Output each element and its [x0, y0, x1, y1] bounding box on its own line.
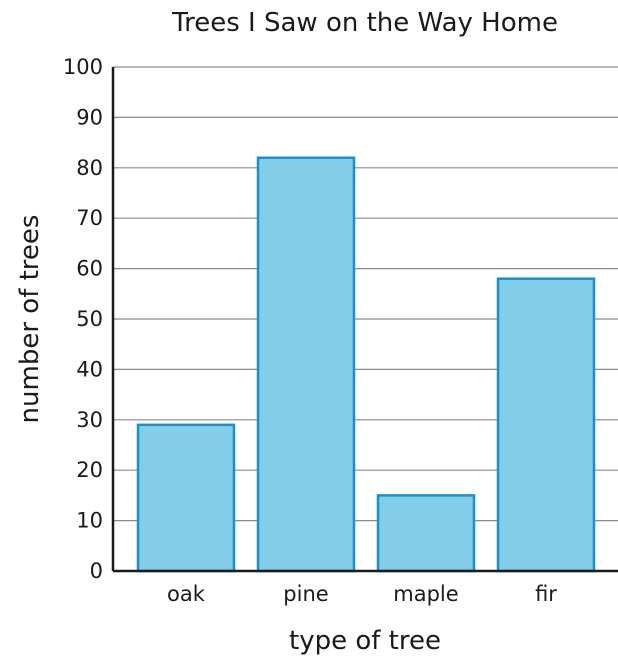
y-tick-label: 0 — [90, 559, 103, 583]
y-axis-label: number of trees — [15, 215, 45, 424]
bar-fir — [496, 277, 596, 573]
x-tick-labels: oak pine maple fir — [167, 582, 557, 606]
y-tick-label: 70 — [76, 206, 103, 230]
bar-oak — [136, 423, 236, 573]
x-tick-label: maple — [393, 582, 458, 606]
y-tick-label: 40 — [76, 357, 103, 381]
x-tick-label: fir — [535, 582, 557, 606]
x-axis-label: type of tree — [289, 626, 441, 656]
x-tick-label: oak — [167, 582, 206, 606]
y-tick-label: 60 — [76, 257, 103, 281]
y-tick-label: 90 — [76, 105, 103, 129]
y-tick-label: 100 — [63, 55, 103, 79]
y-tick-labels: 0 10 20 30 40 50 60 70 80 90 100 — [63, 55, 103, 583]
bar-pine — [256, 156, 356, 573]
chart-title: Trees I Saw on the Way Home — [171, 8, 558, 38]
y-tick-label: 50 — [76, 307, 103, 331]
x-tick-label: pine — [283, 582, 328, 606]
y-tick-label: 80 — [76, 156, 103, 180]
bar-maple — [376, 494, 476, 573]
y-tick-label: 20 — [76, 458, 103, 482]
y-tick-label: 30 — [76, 408, 103, 432]
y-tick-label: 10 — [76, 509, 103, 533]
bars — [136, 156, 596, 573]
